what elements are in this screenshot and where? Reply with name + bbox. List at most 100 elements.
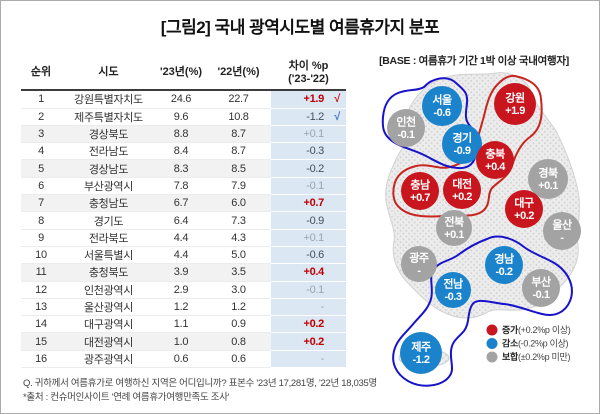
diff-value: -0.1	[306, 179, 324, 192]
header-rank: 순위	[21, 58, 61, 92]
table-row: 14 대구광역시 1.1 0.9 +0.2	[21, 315, 346, 334]
table-cell: 6.4	[156, 211, 206, 230]
table-cell: 인천광역시	[61, 281, 156, 299]
region-name-label: 충북	[485, 147, 505, 161]
table-cell: 제주특별자치도	[61, 108, 156, 126]
diff-cell: -0.1	[271, 177, 346, 196]
table-cell: 16	[21, 350, 61, 369]
table-header-row: 순위 시도 '23년(%) '22년(%) 차이 %p ('23-'22)	[21, 58, 346, 92]
diff-value: +1.9	[303, 93, 324, 106]
table-cell: 5.0	[206, 246, 271, 265]
region-value-label: -0.9	[454, 145, 471, 157]
region-name-label: 부산	[531, 275, 551, 289]
table-cell: 0.6	[206, 350, 271, 369]
diff-cell: -	[271, 350, 346, 369]
table-cell: 12	[21, 281, 61, 299]
region-name-label: 울산	[552, 218, 572, 232]
table-cell: 8.5	[206, 159, 271, 178]
table-cell: 울산광역시	[61, 298, 156, 317]
diff-value: -0.6	[306, 249, 324, 262]
diff-cell: -1.2 √	[271, 108, 346, 126]
table-cell: 13	[21, 298, 61, 317]
table-row: 11 충청북도 3.9 3.5 +0.4	[21, 263, 346, 282]
legend-dot-icon	[486, 351, 498, 363]
table-cell: 8.8	[156, 125, 206, 144]
table-row: 12 인천광역시 2.9 3.0 -0.1	[21, 281, 346, 299]
diff-value: -	[320, 352, 325, 365]
table-cell: 0.9	[206, 315, 271, 334]
map-region-badge: 경기-0.9	[442, 124, 482, 164]
increase-group-outline	[392, 74, 543, 218]
diff-value: -0.9	[306, 214, 324, 227]
table-cell: 5	[21, 159, 61, 178]
capital-group-outline	[381, 77, 479, 170]
region-value-label: +0.2	[514, 210, 534, 222]
region-value-label: -1.2	[413, 354, 430, 366]
diff-value: +0.2	[303, 318, 324, 331]
diff-cell: -0.9	[271, 211, 346, 230]
table-cell: 8.7	[206, 142, 271, 161]
diff-cell: +0.2	[271, 332, 346, 351]
table-row: 6 부산광역시 7.8 7.9 -0.1	[21, 177, 346, 196]
map-region-badge: 경남-0.2	[485, 246, 523, 284]
region-value-label: +0.2	[452, 191, 472, 203]
table-row: 13 울산광역시 1.2 1.2-	[21, 298, 346, 317]
region-name-label: 광주	[409, 252, 429, 265]
map-region-badge: 대전+0.2	[443, 171, 481, 209]
table-cell: 2.9	[156, 281, 206, 299]
diff-value: +0.2	[303, 335, 324, 348]
figure-title: [그림2] 국내 광역시도별 여름휴가지 분포	[160, 18, 440, 37]
table-cell: 0.6	[156, 350, 206, 369]
table-cell: 7.3	[206, 211, 271, 230]
table-cell: 1.2	[156, 298, 206, 317]
diff-cell: +0.1	[271, 229, 346, 247]
region-value-label: +0.1	[538, 180, 558, 192]
table-cell: 대구광역시	[61, 315, 156, 334]
map-region-badge: 부산-0.1	[522, 269, 560, 307]
table-cell: 10	[21, 246, 61, 265]
table-cell: 경상남도	[61, 159, 156, 178]
table-cell: 1	[21, 90, 61, 109]
legend-text: 보합(±0.2%p 미만)	[502, 351, 570, 362]
table-cell: 2	[21, 108, 61, 126]
table-cell: 1.0	[156, 332, 206, 351]
table-cell: 24.6	[156, 90, 206, 109]
table-cell: 7.9	[206, 177, 271, 196]
table-body: 1 강원특별자치도 24.6 22.7 +1.9 √ 2 제주특별자치도 9.6 10.8 -1.2…	[21, 90, 346, 369]
region-name-label: 대구	[514, 196, 534, 210]
diff-value: -	[320, 300, 325, 313]
diff-value: -1.2	[306, 110, 324, 123]
footer-source: *출처 : 컨슈머인사이트 '연례 여름휴가여행만족도 조사'	[23, 392, 230, 404]
check-icon: √	[334, 110, 340, 123]
diff-cell: +0.4	[271, 263, 346, 282]
table-cell: 22.7	[206, 90, 271, 109]
table-cell: 3.9	[156, 263, 206, 282]
diff-cell: -0.1	[271, 281, 346, 299]
table-row: 3 경상북도 8.8 8.7 +0.1	[21, 125, 346, 144]
map-legend: 증가(+0.2%p 이상) 감소(-0.2%p 이상) 보합(±0.2%p 미만)	[486, 324, 571, 363]
table-cell: 9	[21, 229, 61, 247]
region-value-label: -	[560, 232, 564, 244]
region-value-label: +0.1	[444, 229, 464, 241]
diff-value: +0.4	[303, 266, 324, 279]
region-name-label: 대전	[452, 177, 472, 191]
diff-cell: +0.7	[271, 194, 346, 213]
diff-cell: -	[271, 298, 346, 317]
map-region-badge: 대구+0.2	[505, 190, 543, 228]
region-name-label: 경기	[452, 131, 471, 145]
header-y22: '22년(%)	[206, 58, 271, 92]
map-region-badge: 전북+0.1	[436, 210, 472, 246]
table-cell: 경상북도	[61, 125, 156, 144]
table-cell: 전라북도	[61, 229, 156, 247]
table-cell: 4	[21, 142, 61, 161]
table-row: 2 제주특별자치도 9.6 10.8 -1.2 √	[21, 108, 346, 126]
region-value-label: +0.4	[485, 161, 506, 173]
diff-cell: -0.2	[271, 159, 346, 178]
region-value-label: -0.6	[434, 107, 451, 119]
header-diff: 차이 %p ('23-'22)	[271, 58, 346, 92]
table-cell: 7	[21, 194, 61, 213]
legend-item: 감소(-0.2%p 이상)	[486, 338, 569, 349]
table-cell: 8.7	[206, 125, 271, 144]
